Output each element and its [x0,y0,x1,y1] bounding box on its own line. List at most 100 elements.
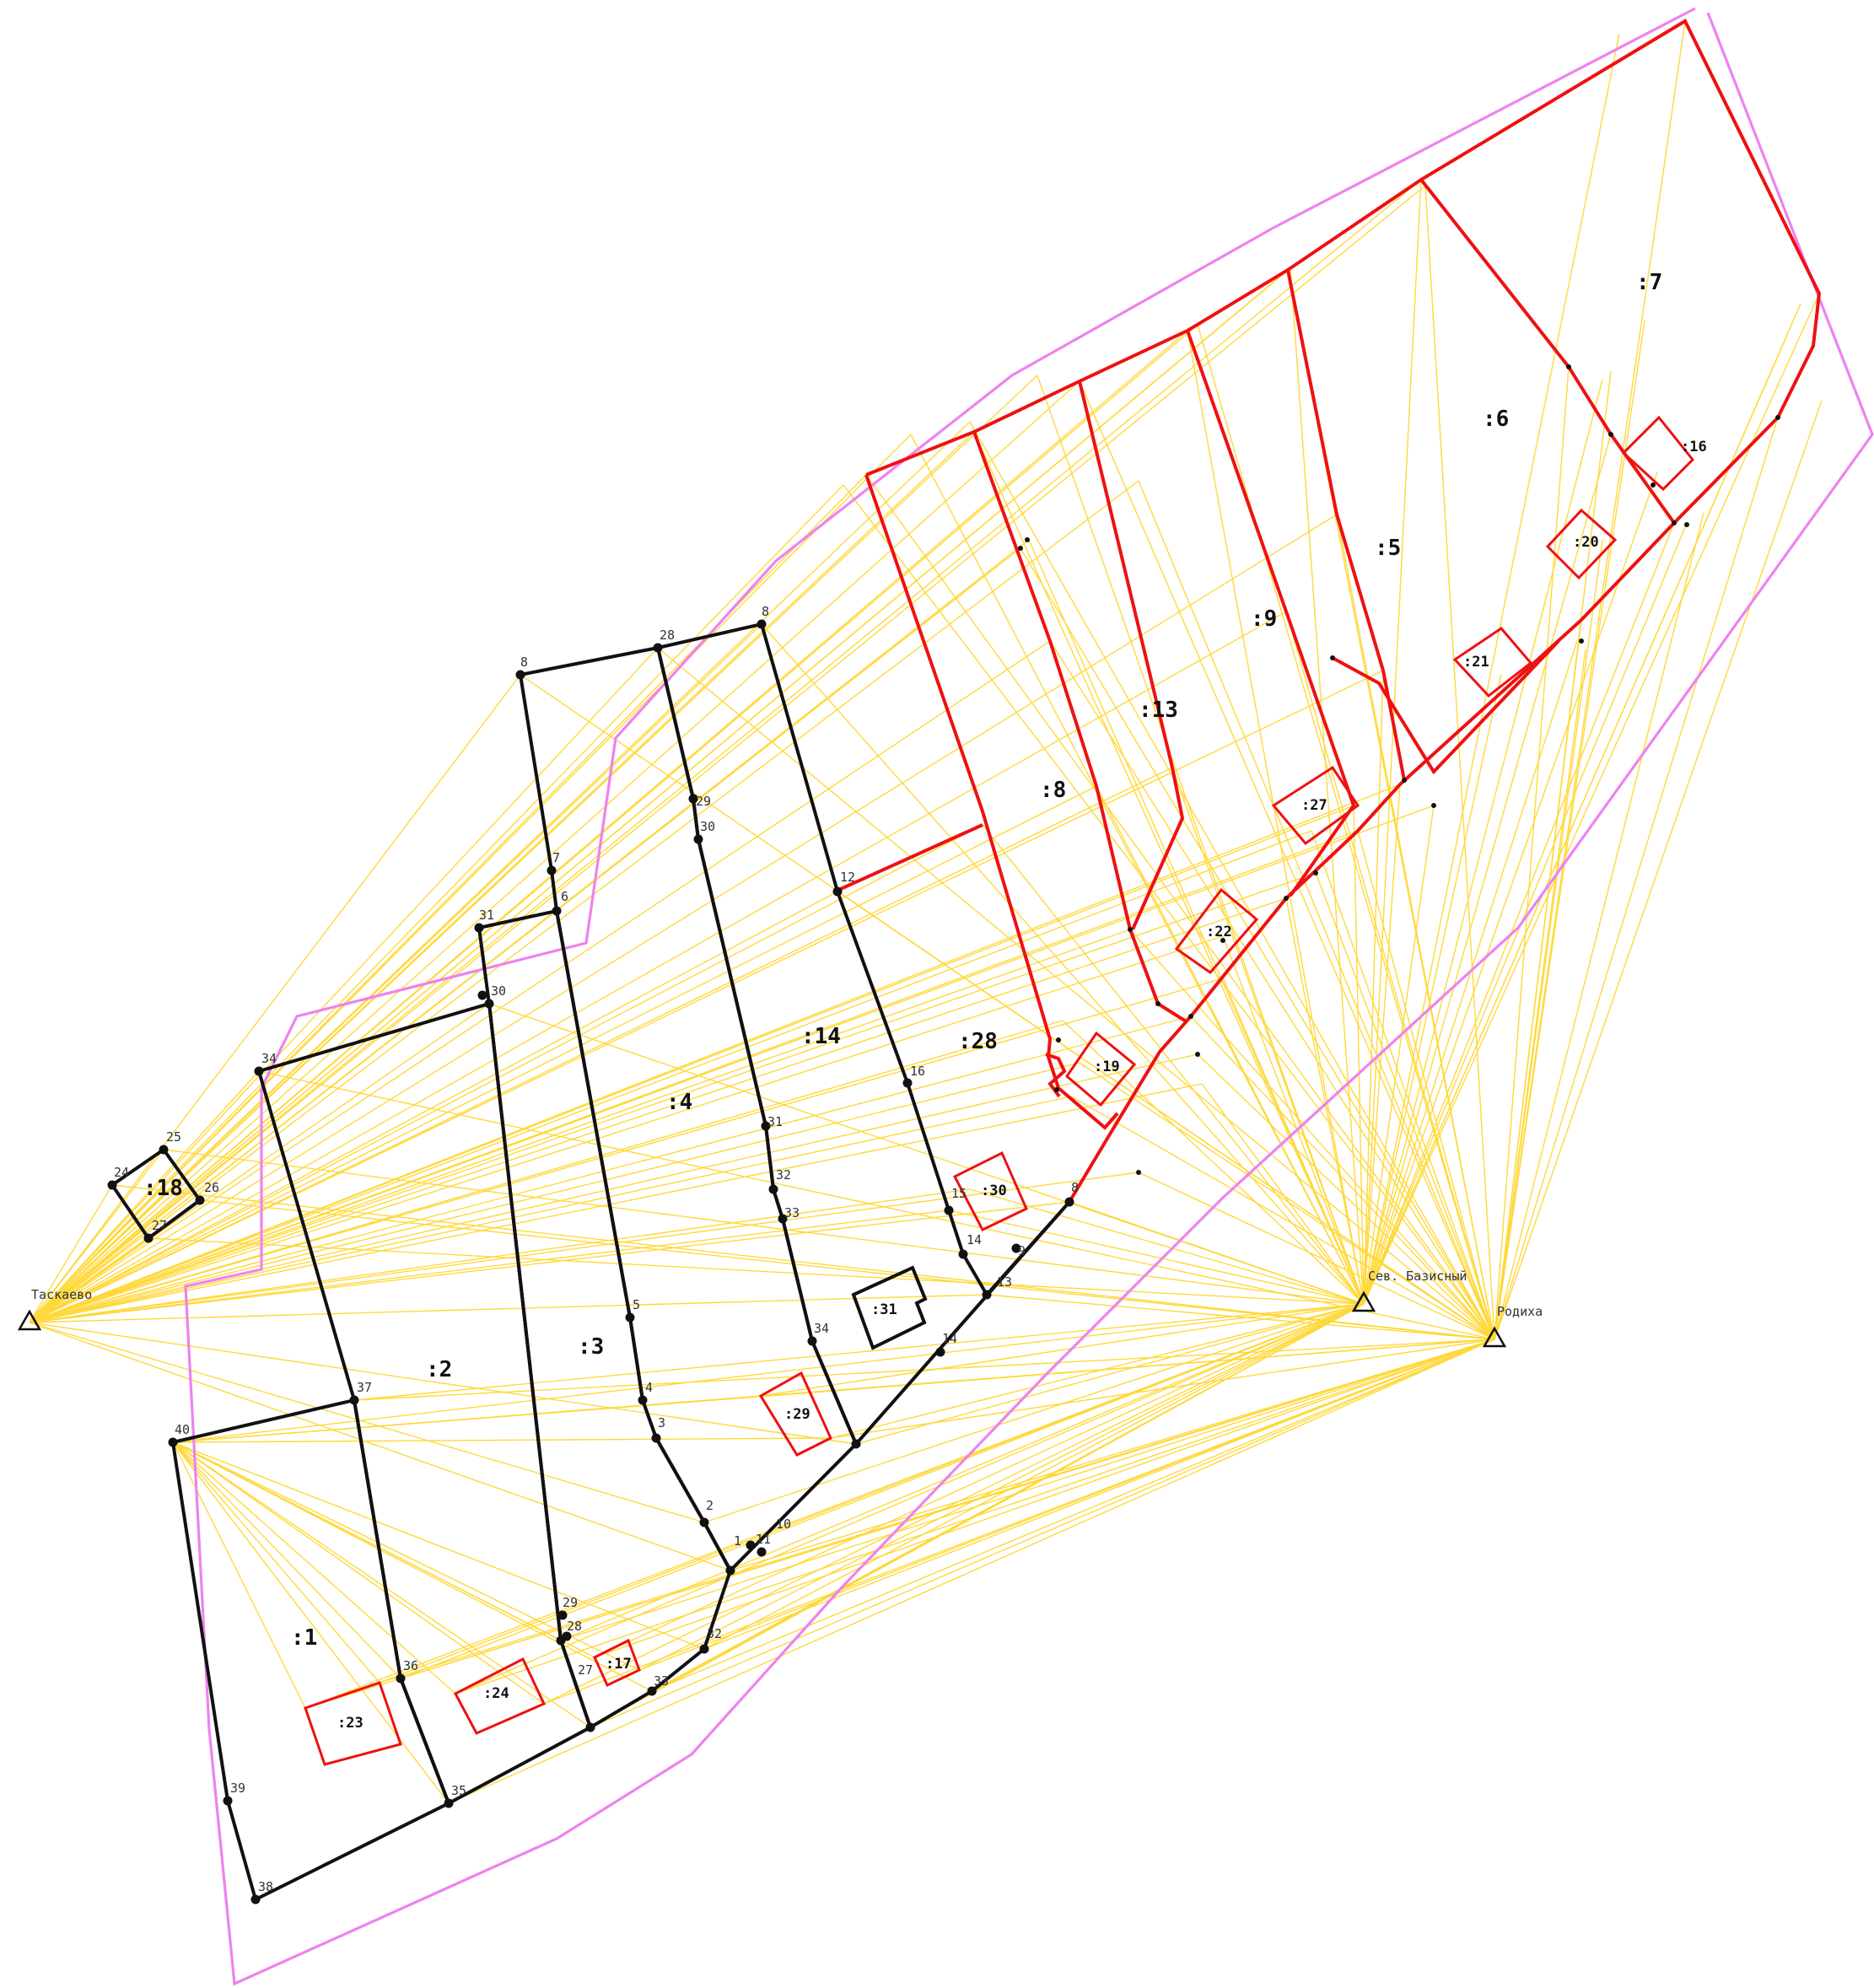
survey-ray [172,1437,832,1443]
boundary-vertex [250,1894,261,1904]
building-label-20: :20 [1573,534,1599,551]
boundary-vertex [159,1145,169,1155]
vertex-label: 12 [840,870,855,885]
plot-label-1: :1 [291,1625,317,1651]
boundary-vertex [958,1249,968,1259]
survey-ray [638,1303,1365,1671]
plot-5-boundary [1286,269,1406,781]
building-label-29: :29 [784,1406,810,1423]
survey-ray [172,1441,380,1684]
plot-label-4: :4 [666,1090,692,1115]
vertex-label: 37 [357,1380,372,1395]
boundary-vertex [768,1184,778,1194]
vertex-label: 6 [561,889,568,904]
survey-point [1155,1001,1160,1006]
survey-point [1672,520,1677,525]
vertex-labels: 1 2 3 4 5 6 7 8 8 8 9 10 11 12 13 14 14 … [114,604,1079,1894]
boundary-vertex [638,1395,648,1405]
survey-ray [1424,185,1495,1340]
boundary-vertex [515,670,525,680]
vertex-label: 31 [479,908,494,923]
survey-ray [29,830,1312,1323]
vertex-label: 28 [660,628,675,643]
survey-ray [1079,1062,1495,1340]
boundary-vertex [699,1517,709,1527]
survey-ray [29,539,1030,1323]
boundary-vertex [477,990,487,1000]
survey-ray [1363,303,1801,1305]
survey-ray [29,1096,1072,1323]
survey-point [1330,655,1335,660]
survey-ray [29,324,1198,1323]
survey-ray [855,1303,1365,1445]
survey-ray [29,1020,1064,1323]
building-22 [1174,887,1259,975]
survey-point [1651,482,1656,488]
survey-ray [1285,897,1365,1305]
survey-ray [657,647,1495,1340]
survey-ray [843,484,1495,1340]
building-30 [952,1150,1028,1231]
survey-ray [29,480,1139,1323]
survey-ray [172,1441,653,1692]
survey-ray [29,434,912,1323]
survey-ray [199,1199,1495,1340]
survey-ray [172,1441,450,1804]
survey-ray [29,1184,113,1323]
building-29 [758,1371,832,1457]
station-sev-bazisny-triangle [1351,1290,1376,1312]
vertex-label: 16 [910,1064,925,1079]
survey-ray [1494,400,1823,1340]
survey-ray [29,647,659,1323]
building-label-22: :22 [1206,924,1232,940]
survey-ray [29,935,1224,1323]
survey-ray [29,824,983,1323]
building-24 [453,1657,547,1735]
plot-label-2: :2 [426,1357,452,1382]
boundary-vertex [552,906,562,916]
survey-ray [29,267,1291,1323]
boundary-vertex [223,1796,233,1806]
building-20 [1545,508,1618,580]
vertex-label: 27 [578,1662,593,1678]
survey-ray [986,1294,1495,1340]
zone-outline [184,7,1874,1986]
survey-ray [651,1339,1495,1692]
survey-rays [29,20,1823,1804]
survey-ray [1494,370,1612,1340]
red-buildings [304,415,1695,1766]
survey-point [1566,364,1571,369]
survey-ray [29,891,838,1323]
survey-ray [1222,935,1365,1305]
vertex-label: 24 [114,1165,129,1180]
plot-label-18: :18 [143,1176,183,1201]
building-21 [1452,627,1533,698]
survey-ray [761,623,1365,1305]
station-rodiha-label: Родиха [1497,1304,1543,1319]
survey-ray [172,1395,762,1443]
survey-ray [1049,640,1495,1340]
survey-ray [1494,417,1779,1340]
survey-ray [1138,1172,1495,1340]
plot-6-boundary [1419,178,1676,525]
survey-ray [29,872,1317,1323]
survey-ray [148,1237,1365,1305]
survey-point [1608,432,1613,437]
survey-ray [1037,374,1365,1305]
boundary-vertex [699,1644,709,1654]
plot-label-14: :14 [801,1024,841,1049]
plot-28-step [1045,1053,1067,1098]
survey-ray [1494,20,1686,1340]
station-taskaevo-triangle [17,1309,42,1331]
vertex-label: 34 [814,1321,829,1336]
survey-ray [1357,830,1495,1340]
station-taskaevo-label: Таскаево [31,1287,92,1302]
survey-ray [1363,522,1688,1305]
vertex-label: 8 [762,604,769,619]
survey-ray [29,640,1051,1323]
survey-ray [455,1339,1495,1694]
survey-ray [1363,674,1502,1305]
survey-ray [29,805,1354,1323]
survey-ray [29,670,1384,1323]
